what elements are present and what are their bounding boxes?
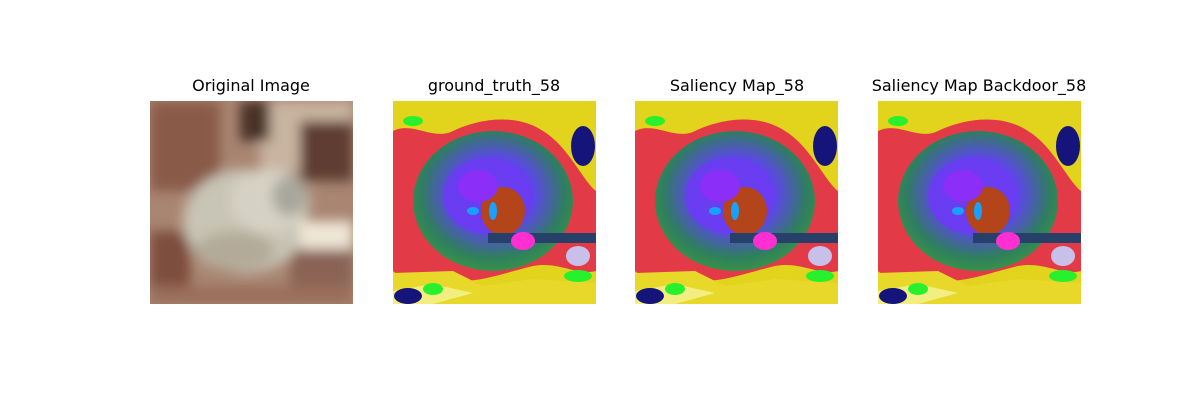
- saliency-map-backdoor-image: [878, 101, 1081, 304]
- panel-title-saliency-map: Saliency Map_58: [669, 76, 805, 95]
- panel-title-original-image: Original Image: [192, 76, 310, 95]
- original-image-photo: [150, 101, 353, 304]
- panel-title-saliency-map-backdoor: Saliency Map Backdoor_58: [871, 76, 1087, 95]
- ground-truth-saliency-image: [393, 101, 596, 304]
- saliency-map-image: [635, 101, 838, 304]
- original-image: [150, 101, 353, 304]
- saliency-map: [635, 101, 838, 304]
- saliency-map-backdoor: [878, 101, 1081, 304]
- panel-title-ground-truth: ground_truth_58: [427, 76, 561, 95]
- ground-truth-saliency-map: [393, 101, 596, 304]
